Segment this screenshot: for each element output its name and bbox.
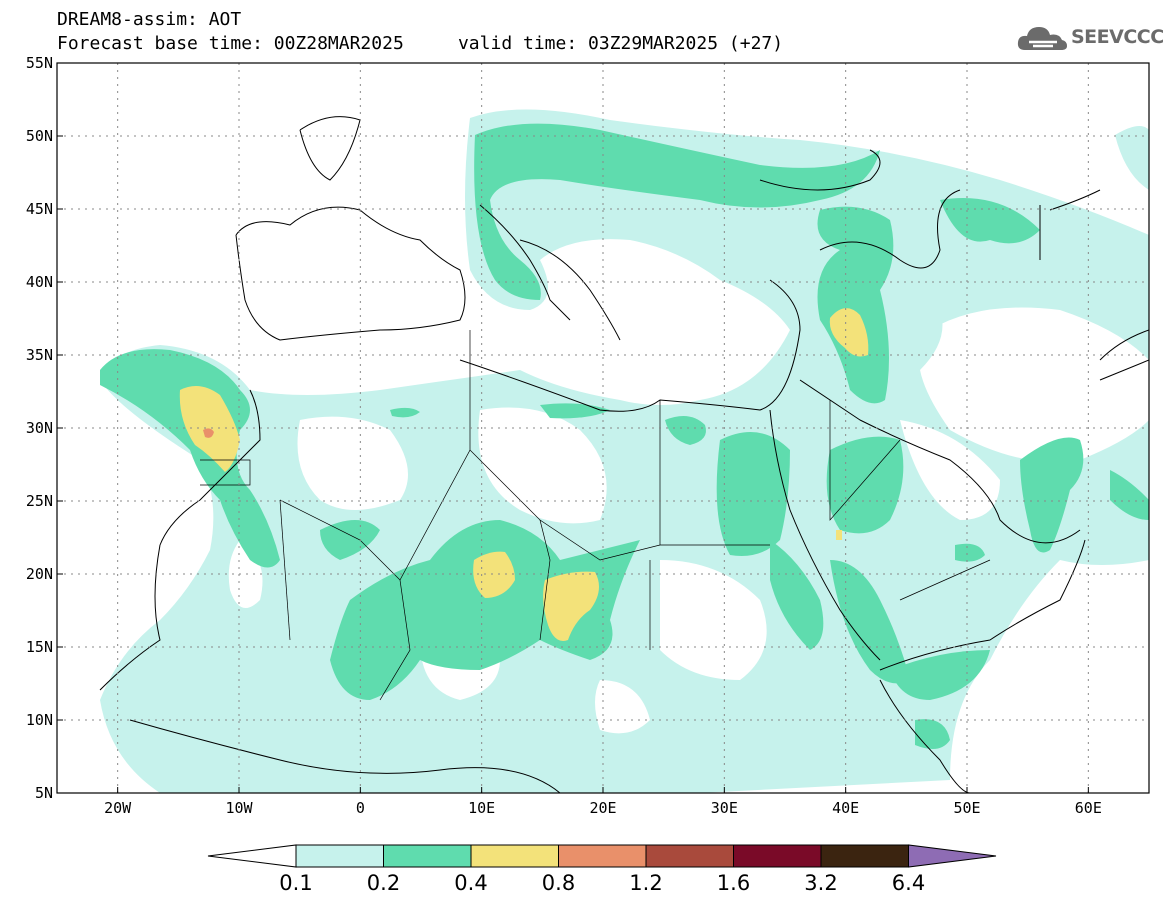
aot-level-0.8 (203, 428, 214, 438)
colorbar-level-label: 6.4 (891, 871, 926, 895)
cloud-logo-icon (1017, 27, 1067, 50)
colorbar-swatch (733, 844, 822, 868)
colorbar-low-arrow (207, 844, 297, 868)
lat-label: 30N (26, 419, 53, 437)
lat-label: 20N (26, 565, 53, 583)
lon-label: 20E (589, 799, 616, 817)
colorbar-swatch (383, 844, 472, 868)
lat-label: 45N (26, 200, 53, 218)
lat-label: 55N (26, 54, 53, 72)
colorbar-level-label: 1.2 (629, 871, 663, 895)
colorbar-level-label: 0.4 (454, 871, 488, 895)
lon-label: 40E (832, 799, 859, 817)
forecast-time-info: Forecast base time: 00Z28MAR2025 valid t… (57, 33, 784, 54)
colorbar-swatch (295, 844, 384, 868)
aot-fields (100, 109, 1149, 793)
colorbar-level-label: 1.6 (716, 871, 751, 895)
axis-labels: 55N 50N 45N 40N 35N 30N 25N 20N 15N 10N 5N 20W 10W 0 1… (26, 54, 1102, 817)
colorbar-swatch (558, 844, 647, 868)
colorbar-swatch (470, 844, 559, 868)
axis-ticks (57, 62, 1089, 794)
gridlines (57, 63, 1149, 793)
lat-label: 5N (35, 784, 53, 802)
colorbar-level-label: 0.1 (279, 871, 313, 895)
lat-label: 40N (26, 273, 53, 291)
lat-label: 25N (26, 492, 53, 510)
colorbar (207, 844, 997, 868)
lat-label: 15N (26, 638, 53, 656)
colorbar-swatch (820, 844, 909, 868)
aot-level-0.2 (100, 123, 1149, 749)
lon-label: 10E (468, 799, 495, 817)
lon-label: 50E (953, 799, 980, 817)
seevccc-logo: SEEVCCC (1017, 22, 1164, 56)
lon-label: 0 (356, 799, 365, 817)
colorbar-swatch (645, 844, 734, 868)
logo-text: SEEVCCC (1071, 26, 1164, 48)
lon-label: 30E (711, 799, 738, 817)
lat-label: 10N (26, 711, 53, 729)
colorbar-high-arrow (908, 844, 997, 868)
chart-title: DREAM8-assim: AOT (57, 9, 242, 30)
lon-label: 20W (104, 799, 132, 817)
lat-label: 50N (26, 127, 53, 145)
coastlines (99, 116, 1149, 793)
lat-label: 35N (26, 346, 53, 364)
colorbar-level-label: 0.8 (541, 871, 576, 895)
colorbar-level-label: 3.2 (804, 871, 838, 895)
country-borders (200, 330, 991, 701)
lon-label: 10W (225, 799, 253, 817)
lon-label: 60E (1075, 799, 1102, 817)
colorbar-level-label: 0.2 (366, 871, 401, 895)
